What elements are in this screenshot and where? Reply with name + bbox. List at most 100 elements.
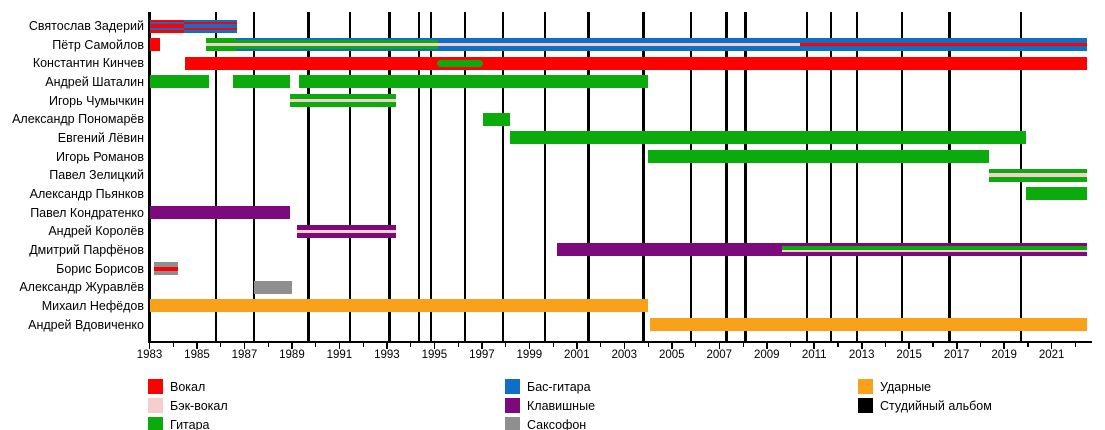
- legend-label-backing: Бэк-вокал: [170, 399, 228, 413]
- album-line: [900, 12, 904, 341]
- member-label: Павел Зелицкий: [49, 168, 144, 183]
- x-axis-major-tick: [1003, 342, 1005, 349]
- member-bar-sax: [154, 262, 178, 276]
- member-bar-guitar: [483, 112, 511, 126]
- x-axis-tick-label: 2003: [611, 349, 638, 361]
- member-label: Андрей Королёв: [48, 224, 144, 239]
- member-bar-bass: [799, 38, 1088, 52]
- legend-label-bass: Бас-гитара: [527, 380, 591, 394]
- member-bar-keys: [556, 243, 783, 257]
- legend-swatch-keys: [505, 398, 520, 413]
- bar-stripe-backing: [988, 173, 1088, 178]
- legend-swatch-album: [858, 398, 873, 413]
- x-axis-tick-label: 2017: [943, 349, 970, 361]
- x-axis-minor-tick: [457, 342, 459, 347]
- album-line: [587, 12, 590, 341]
- album-line: [388, 12, 391, 341]
- x-axis-major-tick: [671, 342, 673, 349]
- x-axis-minor-tick: [505, 342, 507, 347]
- bar-stripe-guitar: [782, 245, 1088, 250]
- member-bar-keys: [149, 206, 290, 220]
- legend-swatch-sax: [505, 417, 520, 430]
- x-axis-major-tick: [813, 342, 816, 349]
- x-axis-minor-tick: [979, 342, 982, 347]
- legend-swatch-vocal: [148, 379, 163, 394]
- x-axis-minor-tick: [932, 342, 934, 347]
- member-bar-guitar: [232, 75, 290, 89]
- member-label: Александр Пономарёв: [12, 112, 144, 127]
- member-bar-drums: [149, 299, 649, 313]
- bar-stripe-backing: [437, 43, 800, 47]
- member-label: Дмитрий Парфёнов: [29, 242, 144, 257]
- x-axis-major-tick: [481, 342, 483, 349]
- bar-stripe-backing: [206, 43, 237, 47]
- x-axis-tick-label: 1995: [421, 349, 448, 361]
- album-line: [463, 12, 467, 341]
- album-line: [348, 12, 352, 341]
- album-line: [252, 12, 256, 341]
- x-axis-tick-label: 2015: [896, 349, 922, 361]
- album-line: [543, 12, 547, 341]
- legend-swatch-backing: [148, 398, 163, 413]
- legend-label-sax: Саксофон: [527, 418, 587, 430]
- x-axis-line: [148, 341, 1092, 343]
- x-axis-major-tick: [243, 342, 246, 349]
- legend-label-drums: Ударные: [880, 380, 932, 394]
- member-label: Святослав Задерий: [28, 19, 144, 33]
- member-bar-overlay-guitar: [436, 59, 484, 67]
- x-axis-major-tick: [528, 342, 531, 349]
- member-label: Михаил Нефёдов: [41, 298, 144, 313]
- x-axis-tick-label: 2007: [706, 349, 733, 361]
- plot-left-border: [148, 12, 151, 341]
- x-axis-minor-tick: [789, 342, 792, 347]
- x-axis-minor-tick: [647, 342, 649, 347]
- x-axis-major-tick: [765, 342, 768, 349]
- legend-label-guitar: Гитара: [170, 418, 210, 430]
- x-axis-minor-tick: [600, 342, 602, 347]
- x-axis-tick-label: 1983: [136, 349, 163, 361]
- album-line: [642, 12, 645, 341]
- album-line: [744, 12, 747, 341]
- x-axis-tick-label: 1999: [516, 349, 543, 361]
- x-axis-major-tick: [433, 342, 436, 349]
- x-axis-tick-label: 1985: [184, 349, 210, 361]
- album-line: [307, 12, 310, 341]
- x-axis-tick-label: 2013: [848, 349, 875, 361]
- member-label: Борис Борисов: [56, 261, 144, 276]
- member-bar-keys: [296, 224, 397, 238]
- x-axis-minor-tick: [220, 342, 222, 347]
- album-line: [501, 12, 505, 341]
- x-axis-tick-label: 1987: [231, 349, 258, 361]
- x-axis-minor-tick: [552, 342, 554, 347]
- member-label: Евгений Лёвин: [57, 130, 144, 145]
- member-bar-bass: [183, 19, 238, 33]
- member-label: Пётр Самойлов: [52, 37, 144, 52]
- member-label: Павел Кондратенко: [30, 205, 144, 220]
- member-bar-guitar: [149, 75, 209, 89]
- bar-stripe-guitar: [236, 46, 438, 49]
- member-bar-bass: [236, 38, 438, 52]
- bar-stripe-vocal: [799, 43, 1088, 47]
- legend-swatch-bass: [505, 379, 520, 394]
- x-axis-tick-label: 2005: [658, 349, 685, 361]
- x-axis-major-tick: [148, 342, 151, 349]
- album-line: [948, 12, 951, 341]
- x-axis-minor-tick: [742, 342, 744, 347]
- bar-stripe-guitar: [236, 40, 438, 44]
- member-bar-guitar: [299, 75, 649, 89]
- legend-label-keys: Клавишные: [527, 399, 596, 413]
- legend-label-album: Студийный альбом: [880, 399, 992, 413]
- album-line: [829, 12, 833, 341]
- member-bar-guitar: [988, 168, 1088, 182]
- album-line: [805, 12, 809, 341]
- x-axis-major-tick: [291, 342, 293, 349]
- member-bar-vocal: [149, 19, 184, 33]
- x-axis-tick-label: 2011: [801, 349, 827, 361]
- bar-stripe-vocal: [183, 22, 238, 25]
- member-label: Андрей Шаталин: [45, 74, 144, 89]
- member-label: Игорь Романов: [56, 149, 144, 164]
- member-bar-drums: [650, 318, 1088, 332]
- x-axis-tick-label: 2019: [991, 349, 1017, 361]
- x-axis-major-tick: [955, 342, 958, 349]
